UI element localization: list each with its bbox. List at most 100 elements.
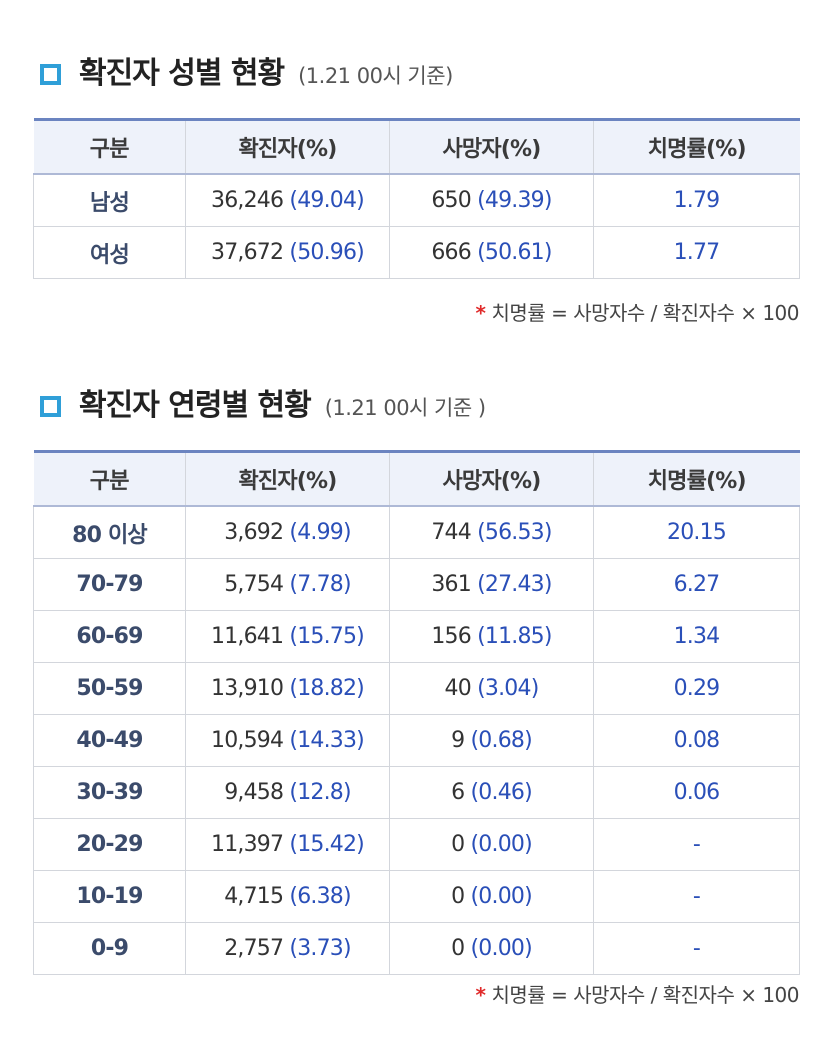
cases-percent: (12.8) (289, 780, 351, 805)
cases-value: 9,458 (224, 780, 284, 805)
cases-value: 37,672 (211, 240, 284, 265)
column-header: 구분 (33, 451, 186, 507)
deaths-value: 0 (451, 884, 465, 909)
cases-percent: (4.99) (289, 520, 351, 545)
table-row: 10-19 4,715 (6.38) 0 (0.00) - (33, 870, 800, 923)
age-footnote: * 치명률 = 사망자수 / 확진자수 × 100 (475, 979, 800, 1008)
cases-cell: 36,246 (49.04) (185, 173, 390, 227)
cases-cell: 11,641 (15.75) (185, 610, 390, 663)
cases-value: 11,397 (211, 832, 284, 857)
deaths-value: 666 (431, 240, 471, 265)
table-row: 20-29 11,397 (15.42) 0 (0.00) - (33, 818, 800, 871)
sex-section-header: 확진자 성별 현황 (1.21 00시 기준) (40, 48, 453, 92)
fatality-rate-cell: 0.08 (593, 714, 800, 767)
deaths-cell: 0 (0.00) (389, 818, 594, 871)
row-label: 80 이상 (33, 505, 186, 559)
cases-percent: (15.42) (289, 832, 364, 857)
fatality-rate-cell: 1.77 (593, 226, 800, 279)
row-label: 70-79 (33, 558, 186, 611)
cases-value: 5,754 (224, 572, 284, 597)
age-section-subtitle: (1.21 00시 기준 ) (324, 396, 486, 420)
cases-cell: 2,757 (3.73) (185, 922, 390, 975)
deaths-value: 0 (451, 936, 465, 961)
cases-value: 36,246 (211, 188, 284, 213)
cases-cell: 11,397 (15.42) (185, 818, 390, 871)
row-label: 50-59 (33, 662, 186, 715)
column-header: 구분 (33, 119, 186, 175)
deaths-cell: 744 (56.53) (389, 505, 594, 559)
asterisk: * (475, 983, 486, 1007)
cases-percent: (50.96) (289, 240, 364, 265)
deaths-percent: (0.46) (470, 780, 533, 805)
deaths-percent: (27.43) (477, 572, 552, 597)
row-label: 20-29 (33, 818, 186, 871)
age-table: 구분 확진자(%) 사망자(%) 치명률(%) 80 이상 3,692 (4.99… (33, 450, 800, 975)
deaths-value: 9 (451, 728, 465, 753)
deaths-value: 40 (444, 676, 472, 701)
sex-section-subtitle: (1.21 00시 기준) (298, 64, 453, 88)
table-row: 50-59 13,910 (18.82) 40 (3.04) 0.29 (33, 662, 800, 715)
cases-percent: (14.33) (289, 728, 364, 753)
deaths-percent: (0.00) (470, 832, 533, 857)
fatality-rate-cell: 20.15 (593, 505, 800, 559)
footnote-text: 치명률 = 사망자수 / 확진자수 × 100 (491, 301, 800, 325)
age-section-title: 확진자 연령별 현황 (79, 388, 312, 423)
deaths-value: 361 (431, 572, 471, 597)
fatality-rate-cell: 1.79 (593, 173, 800, 227)
deaths-cell: 6 (0.46) (389, 766, 594, 819)
fatality-rate-cell: 0.06 (593, 766, 800, 819)
row-label: 남성 (33, 173, 186, 227)
row-label: 60-69 (33, 610, 186, 663)
column-header: 확진자(%) (185, 119, 390, 175)
fatality-rate-cell: - (593, 818, 800, 871)
table-row: 남성 36,246 (49.04) 650 (49.39) 1.79 (33, 173, 800, 227)
cases-percent: (3.73) (289, 936, 351, 961)
table-row: 80 이상 3,692 (4.99) 744 (56.53) 20.15 (33, 505, 800, 559)
fatality-rate-cell: 1.34 (593, 610, 800, 663)
deaths-percent: (50.61) (477, 240, 552, 265)
cases-cell: 37,672 (50.96) (185, 226, 390, 279)
cases-percent: (6.38) (289, 884, 351, 909)
cases-value: 4,715 (224, 884, 284, 909)
column-header: 사망자(%) (389, 119, 594, 175)
fatality-rate-cell: - (593, 870, 800, 923)
column-header: 사망자(%) (389, 451, 594, 507)
table-row: 40-49 10,594 (14.33) 9 (0.68) 0.08 (33, 714, 800, 767)
deaths-cell: 650 (49.39) (389, 173, 594, 227)
cases-percent: (7.78) (289, 572, 351, 597)
row-label: 10-19 (33, 870, 186, 923)
row-label: 0-9 (33, 922, 186, 975)
sex-footnote: * 치명률 = 사망자수 / 확진자수 × 100 (475, 297, 800, 326)
sex-table: 구분 확진자(%) 사망자(%) 치명률(%) 남성 36,246 (49.04)… (33, 118, 800, 279)
deaths-value: 6 (451, 780, 465, 805)
cases-cell: 3,692 (4.99) (185, 505, 390, 559)
deaths-percent: (11.85) (477, 624, 552, 649)
table-header-row: 구분 확진자(%) 사망자(%) 치명률(%) (33, 119, 800, 175)
row-label: 40-49 (33, 714, 186, 767)
deaths-percent: (0.00) (470, 936, 533, 961)
deaths-percent: (0.00) (470, 884, 533, 909)
cases-value: 3,692 (224, 520, 284, 545)
deaths-cell: 361 (27.43) (389, 558, 594, 611)
cases-value: 2,757 (224, 936, 284, 961)
deaths-value: 0 (451, 832, 465, 857)
column-header: 치명률(%) (593, 119, 800, 175)
cases-cell: 5,754 (7.78) (185, 558, 390, 611)
table-row: 70-79 5,754 (7.78) 361 (27.43) 6.27 (33, 558, 800, 611)
deaths-percent: (49.39) (477, 188, 552, 213)
deaths-cell: 666 (50.61) (389, 226, 594, 279)
deaths-value: 156 (431, 624, 471, 649)
deaths-percent: (3.04) (477, 676, 539, 701)
deaths-cell: 156 (11.85) (389, 610, 594, 663)
table-header-row: 구분 확진자(%) 사망자(%) 치명률(%) (33, 451, 800, 507)
fatality-rate-cell: 0.29 (593, 662, 800, 715)
cases-percent: (18.82) (289, 676, 364, 701)
square-bullet-icon (40, 64, 61, 85)
row-label: 여성 (33, 226, 186, 279)
asterisk: * (475, 301, 486, 325)
deaths-percent: (56.53) (477, 520, 552, 545)
footnote-text: 치명률 = 사망자수 / 확진자수 × 100 (491, 983, 800, 1007)
cases-percent: (49.04) (289, 188, 364, 213)
square-bullet-icon (40, 396, 61, 417)
table-row: 60-69 11,641 (15.75) 156 (11.85) 1.34 (33, 610, 800, 663)
